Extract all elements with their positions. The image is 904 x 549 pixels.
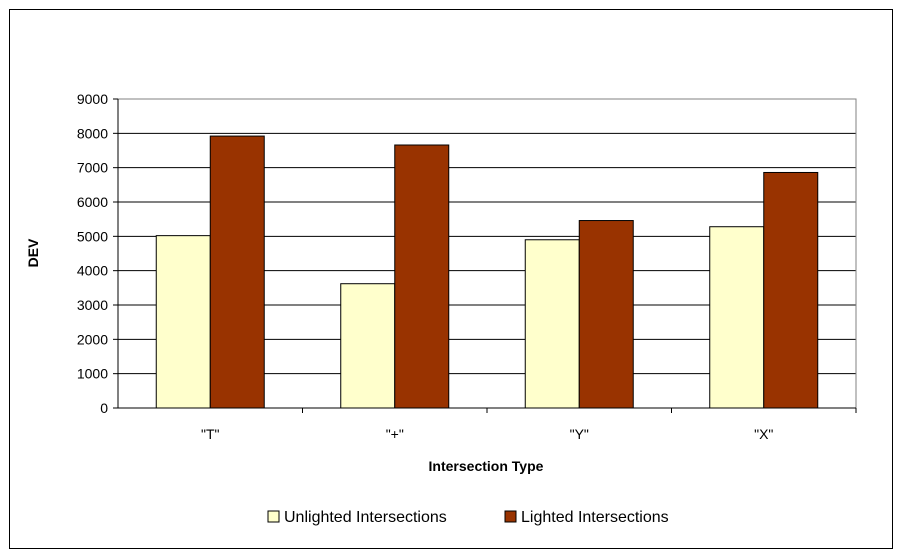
legend-label: Unlighted Intersections: [284, 509, 447, 526]
y-tick-label: 7000: [77, 160, 108, 176]
y-tick-label: 8000: [77, 125, 108, 141]
x-axis-title: Intersection Type: [429, 458, 544, 474]
bar-lighted: [763, 171, 819, 409]
x-tick-label: "Y": [570, 426, 589, 442]
y-tick-label: 2000: [77, 331, 108, 347]
y-axis-title: DEV: [25, 238, 41, 267]
y-tick-label: 6000: [77, 194, 108, 210]
bar-unlighted: [709, 226, 765, 409]
x-axis-ticks: "T" "+" "Y" "X": [201, 426, 773, 442]
bar-unlighted: [524, 239, 580, 409]
y-axis-ticks: 0 1000 2000 3000 4000 5000 6000 7000 8000 9000: [77, 91, 108, 416]
axes: [113, 98, 857, 413]
bar-lighted: [209, 135, 265, 409]
x-tick-label: "+": [386, 426, 404, 442]
bar-lighted: [394, 144, 450, 409]
y-tick-label: 3000: [77, 297, 108, 313]
legend-label: Lighted Intersections: [521, 509, 669, 526]
bar-chart: 0 1000 2000 3000 4000 5000 6000 7000 8000 9000 "T…: [25, 91, 857, 526]
y-tick-label: 5000: [77, 228, 108, 244]
y-tick-label: 0: [100, 400, 108, 416]
y-tick-label: 9000: [77, 91, 108, 107]
bar-lighted: [578, 220, 634, 409]
legend-swatch: [267, 510, 280, 523]
legend-swatch: [504, 510, 517, 523]
bar-unlighted: [340, 283, 396, 409]
y-tick-label: 4000: [77, 263, 108, 279]
x-tick-label: "X": [754, 426, 773, 442]
bar-unlighted: [155, 235, 211, 409]
legend: Unlighted Intersections Lighted Intersect…: [267, 509, 669, 526]
y-tick-label: 1000: [77, 366, 108, 382]
bars: [155, 135, 819, 409]
x-tick-label: "T": [201, 426, 220, 442]
